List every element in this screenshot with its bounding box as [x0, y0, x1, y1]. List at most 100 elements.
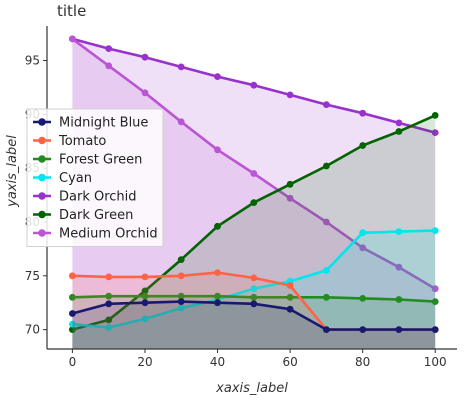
chart-title: title — [57, 2, 86, 20]
point-midnight-blue — [250, 300, 258, 308]
x-tick-label: 60 — [282, 355, 297, 369]
legend-item-tomato: Tomato — [33, 134, 106, 149]
point-forest-green — [141, 292, 149, 300]
point-midnight-blue — [359, 326, 367, 333]
x-tick-label: 40 — [210, 355, 225, 369]
x-tick-label: 80 — [355, 355, 370, 369]
point-medium-orchid — [69, 35, 76, 43]
y-axis-label: yaxis_label — [5, 135, 20, 208]
point-forest-green — [177, 292, 185, 300]
point-tomato — [177, 272, 185, 280]
point-medium-orchid — [359, 244, 367, 252]
point-cyan — [69, 320, 76, 328]
legend-swatch-marker — [38, 173, 46, 182]
y-tick-label: 70 — [25, 323, 40, 337]
series-area-midnight-blue — [72, 301, 436, 349]
point-forest-green — [431, 298, 439, 305]
x-tick-label: 0 — [69, 355, 77, 369]
point-dark-orchid — [323, 101, 330, 108]
point-dark-green — [359, 142, 367, 149]
point-tomato — [250, 274, 258, 282]
point-medium-orchid — [214, 146, 221, 154]
point-midnight-blue — [323, 326, 330, 333]
x-tick-label: 100 — [424, 355, 447, 369]
point-forest-green — [69, 293, 76, 301]
point-dark-orchid — [250, 81, 258, 89]
point-forest-green — [323, 293, 330, 301]
legend-item-cyan: Cyan — [33, 171, 92, 186]
point-dark-green — [395, 128, 403, 135]
point-medium-orchid — [323, 218, 330, 226]
point-dark-orchid — [431, 129, 439, 137]
point-forest-green — [359, 295, 367, 302]
point-dark-orchid — [177, 63, 185, 71]
point-midnight-blue — [105, 300, 113, 308]
point-dark-green — [431, 112, 439, 119]
point-dark-orchid — [359, 109, 367, 117]
point-midnight-blue — [177, 298, 185, 305]
point-tomato — [286, 282, 294, 289]
point-forest-green — [395, 296, 403, 303]
y-tick-label: 95 — [25, 53, 40, 67]
point-cyan — [250, 285, 258, 293]
point-cyan — [431, 227, 439, 235]
point-medium-orchid — [431, 285, 439, 293]
point-tomato — [105, 273, 113, 281]
legend-item-dark-green: Dark Green — [33, 208, 133, 223]
point-cyan — [105, 324, 113, 331]
series-area-dark-green — [72, 115, 436, 350]
legend-swatch-marker — [38, 118, 46, 126]
point-dark-green — [214, 222, 221, 230]
legend-label: Dark Green — [59, 208, 133, 223]
x-tick-label: 20 — [137, 355, 152, 369]
point-midnight-blue — [69, 310, 76, 317]
series-midnight-blue — [69, 298, 439, 349]
legend-label: Dark Orchid — [59, 190, 137, 205]
legend-item-medium-orchid: Medium Orchid — [33, 227, 158, 242]
point-medium-orchid — [177, 118, 185, 126]
point-dark-green — [250, 199, 258, 207]
series-forest-green — [69, 292, 439, 349]
legend-label: Tomato — [58, 134, 106, 149]
point-dark-green — [141, 287, 149, 295]
point-medium-orchid — [286, 194, 294, 202]
point-cyan — [395, 228, 403, 236]
point-medium-orchid — [105, 62, 113, 70]
legend-swatch-marker — [38, 192, 46, 200]
point-dark-green — [177, 256, 185, 263]
point-dark-green — [286, 180, 294, 188]
legend-item-midnight-blue: Midnight Blue — [33, 116, 148, 131]
legend-label: Cyan — [59, 171, 92, 186]
series-area-forest-green — [72, 296, 436, 349]
point-midnight-blue — [141, 299, 149, 307]
point-cyan — [177, 304, 185, 312]
point-midnight-blue — [431, 326, 439, 333]
point-dark-green — [323, 162, 330, 170]
point-tomato — [214, 269, 221, 276]
point-midnight-blue — [395, 326, 403, 333]
point-midnight-blue — [286, 305, 294, 313]
legend-swatch-marker — [38, 210, 46, 219]
point-dark-green — [105, 316, 113, 324]
point-forest-green — [105, 292, 113, 300]
point-forest-green — [214, 292, 221, 300]
point-dark-orchid — [105, 45, 113, 52]
legend-swatch-marker — [38, 136, 46, 145]
legend-label: Medium Orchid — [59, 227, 158, 242]
legend-item-forest-green: Forest Green — [33, 153, 142, 168]
point-forest-green — [286, 293, 294, 301]
point-tomato — [141, 273, 149, 281]
point-midnight-blue — [214, 299, 221, 307]
point-dark-green — [69, 326, 76, 333]
point-tomato — [69, 272, 76, 280]
point-medium-orchid — [395, 263, 403, 271]
y-tick-label: 75 — [25, 269, 40, 283]
point-medium-orchid — [250, 170, 258, 177]
point-cyan — [141, 315, 149, 323]
legend-item-dark-orchid: Dark Orchid — [33, 190, 137, 205]
point-forest-green — [250, 293, 258, 301]
point-dark-orchid — [395, 119, 403, 127]
legend-label: Midnight Blue — [59, 116, 148, 131]
legend-swatch-marker — [38, 155, 46, 163]
